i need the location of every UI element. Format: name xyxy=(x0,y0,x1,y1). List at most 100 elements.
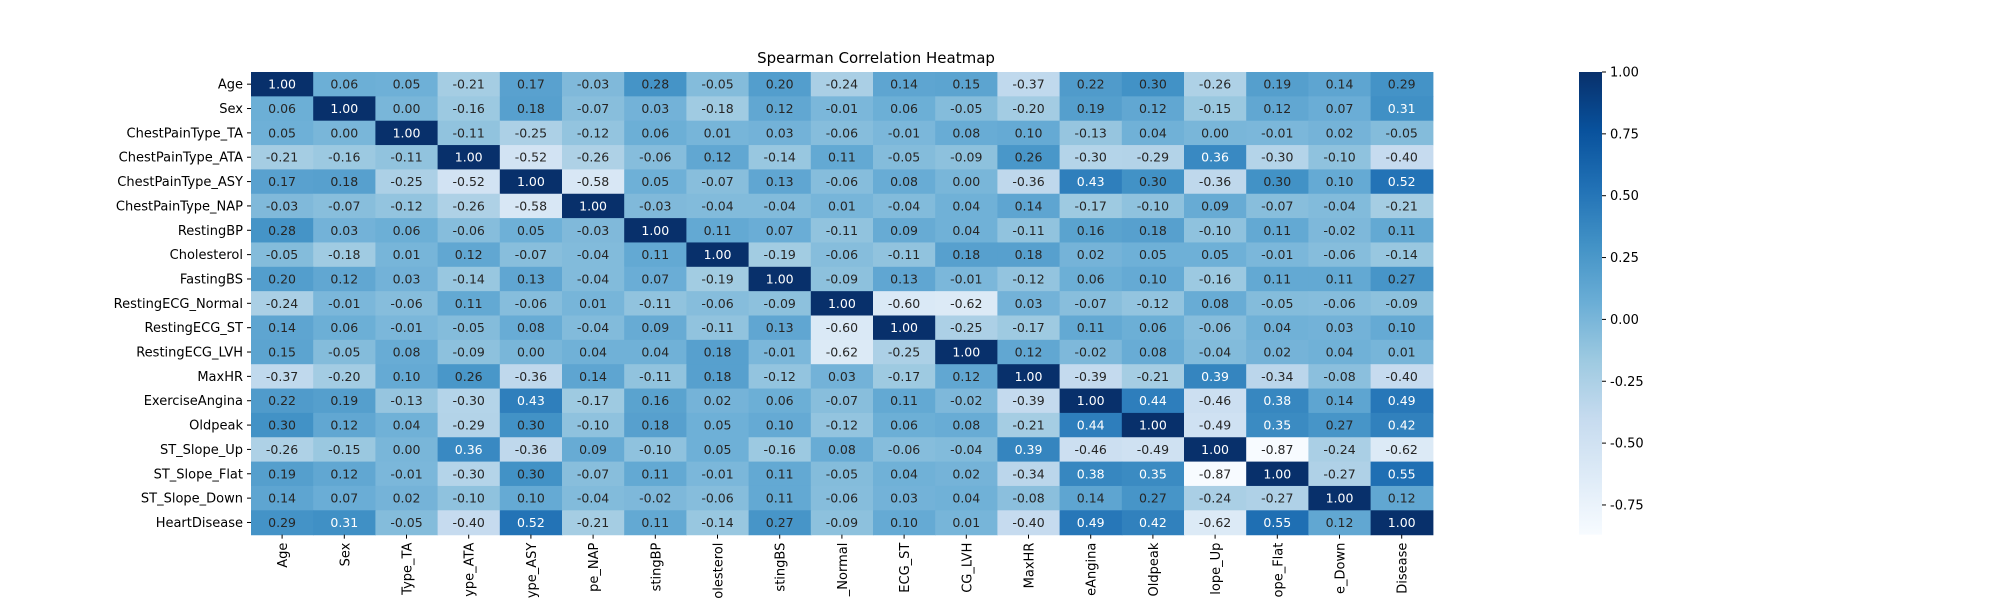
cell-value-label: 0.15 xyxy=(952,77,980,92)
cell-value-label: -0.39 xyxy=(1012,393,1044,408)
heatmap-cell xyxy=(686,339,750,365)
heatmap-cell xyxy=(624,266,687,292)
cell-value-label: 0.35 xyxy=(1263,418,1291,433)
heatmap-cell xyxy=(935,461,998,487)
heatmap-cell xyxy=(1121,193,1185,219)
cell-value-label: 0.04 xyxy=(1326,345,1354,360)
heatmap-cell xyxy=(810,218,874,244)
heatmap-cell xyxy=(873,291,936,317)
cell-value-label: -0.12 xyxy=(1012,271,1044,286)
heatmap-cell xyxy=(1370,96,1434,122)
cell-value-label: -0.26 xyxy=(266,442,298,457)
heatmap-cell xyxy=(313,461,376,487)
cell-value-label: 0.03 xyxy=(766,125,794,140)
heatmap-cell xyxy=(1121,72,1185,97)
heatmap-cell xyxy=(686,291,750,317)
heatmap-cell xyxy=(1370,461,1434,487)
heatmap-cell xyxy=(1059,120,1123,146)
heatmap-cell xyxy=(313,218,376,244)
heatmap-cell xyxy=(873,145,936,170)
cell-value-label: 0.06 xyxy=(1139,320,1167,335)
heatmap-cell xyxy=(935,485,998,511)
heatmap-cell xyxy=(624,120,687,146)
heatmap-cell xyxy=(1184,96,1247,122)
column-label: Oldpeak xyxy=(1147,542,1162,596)
cell-value-label: -0.09 xyxy=(950,150,982,165)
heatmap-cell xyxy=(1121,510,1185,536)
cell-value-label: 0.22 xyxy=(268,393,296,408)
cell-value-label: 0.11 xyxy=(766,491,794,506)
cell-value-label: -0.02 xyxy=(1323,223,1355,238)
heatmap-cell xyxy=(1059,291,1123,317)
heatmap-cell xyxy=(1246,218,1309,244)
cell-value-label: -0.11 xyxy=(701,320,733,335)
cell-value-label: -0.05 xyxy=(888,150,920,165)
cell-value-label: -0.19 xyxy=(701,271,733,286)
cell-value-label: -0.04 xyxy=(701,198,733,213)
heatmap-cell xyxy=(437,266,501,292)
heatmap-cell xyxy=(499,461,563,487)
heatmap-cell xyxy=(1308,145,1372,170)
heatmap-cell xyxy=(935,437,998,463)
heatmap-cell xyxy=(935,120,998,146)
cell-value-label: -0.21 xyxy=(266,150,298,165)
colorbar-tick-label: 1.00 xyxy=(1610,66,1639,81)
heatmap-cell xyxy=(1370,412,1434,438)
cell-value-label: -0.05 xyxy=(1261,296,1293,311)
heatmap-cell xyxy=(251,242,314,268)
heatmap-cell xyxy=(499,339,563,365)
cell-value-label: 0.49 xyxy=(1077,515,1105,530)
heatmap-cell xyxy=(1308,437,1372,463)
cell-value-label: -0.87 xyxy=(1199,466,1231,481)
column-label: ECG_ST xyxy=(898,543,913,593)
cell-value-label: 0.52 xyxy=(517,515,545,530)
cell-value-label: 0.30 xyxy=(517,418,545,433)
heatmap-cell xyxy=(562,315,625,341)
heatmap-cell xyxy=(935,364,998,390)
heatmap-cell xyxy=(251,120,314,146)
column-label: Age xyxy=(276,543,291,568)
cell-value-label: 0.27 xyxy=(1388,271,1416,286)
cell-value-label: 0.11 xyxy=(641,247,669,262)
heatmap-cell xyxy=(624,388,687,414)
heatmap-cell xyxy=(313,120,376,146)
cell-value-label: -0.21 xyxy=(577,515,609,530)
cell-value-label: -0.06 xyxy=(826,125,858,140)
column-label: Sex xyxy=(338,542,353,566)
cell-value-label: 0.08 xyxy=(1201,296,1229,311)
cell-value-label: 0.29 xyxy=(1388,77,1416,92)
heatmap-cell xyxy=(997,218,1061,244)
heatmap-cell xyxy=(1308,315,1372,341)
cell-value-label: 0.30 xyxy=(1263,174,1291,189)
cell-value-label: 1.00 xyxy=(517,174,545,189)
cell-value-label: 0.13 xyxy=(766,174,794,189)
heatmap-cell xyxy=(935,315,998,341)
row-label: ChestPainType_TA xyxy=(127,126,244,141)
cell-value-label: -0.09 xyxy=(764,296,796,311)
heatmap-cell xyxy=(1308,266,1372,292)
cell-value-label: -0.87 xyxy=(1261,442,1293,457)
heatmap-cell xyxy=(748,461,812,487)
heatmap-cell xyxy=(935,145,998,170)
cell-value-label: -0.02 xyxy=(1075,345,1107,360)
heatmap-cell xyxy=(375,364,439,390)
cell-value-label: 0.14 xyxy=(1015,198,1043,213)
heatmap-cell xyxy=(437,218,501,244)
row-label: Age xyxy=(218,78,243,93)
heatmap-cell xyxy=(499,510,563,536)
heatmap-cell xyxy=(562,193,625,219)
cell-value-label: -0.03 xyxy=(639,198,671,213)
cell-value-label: 1.00 xyxy=(1139,418,1167,433)
cell-value-label: 1.00 xyxy=(268,77,296,92)
heatmap-cell xyxy=(251,72,314,97)
cell-value-label: -0.07 xyxy=(826,393,858,408)
heatmap-cell xyxy=(1246,315,1309,341)
heatmap-cell xyxy=(1246,412,1309,438)
heatmap-cell xyxy=(810,437,874,463)
cell-value-label: 0.18 xyxy=(1139,223,1167,238)
cell-value-label: 0.18 xyxy=(330,174,358,189)
cell-value-label: -0.25 xyxy=(950,320,982,335)
cell-value-label: -0.36 xyxy=(1012,174,1044,189)
cell-value-label: 0.06 xyxy=(330,77,358,92)
cell-value-label: -0.06 xyxy=(826,174,858,189)
